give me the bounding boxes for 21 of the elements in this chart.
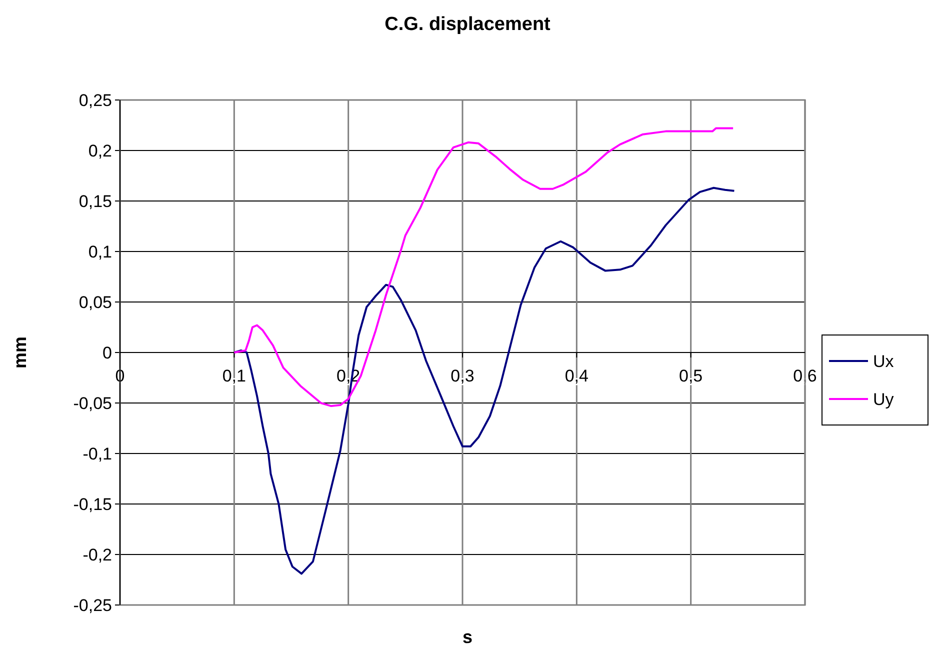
y-tick-label: -0,15	[73, 495, 112, 514]
y-tick-label: 0	[102, 344, 112, 362]
legend-label: Ux	[873, 352, 894, 371]
y-tick-label: -0,2	[82, 546, 112, 564]
y-tick-label: 0,15	[78, 192, 112, 211]
y-tick-label: 0,1	[88, 242, 112, 262]
y-tick-label: 0,05	[78, 293, 112, 312]
y-tick-label: -0,25	[73, 596, 112, 615]
y-tick-label: -0,05	[73, 394, 112, 413]
y-tick-label: -0,1	[82, 444, 112, 464]
y-axis-title: mm	[10, 336, 30, 369]
y-tick-label: 0,2	[88, 142, 112, 160]
x-axis-title: s	[462, 627, 473, 647]
legend-label: Uy	[873, 390, 894, 409]
x-tick-label: 0,4	[564, 366, 588, 386]
x-tick-label: 0,3	[450, 366, 474, 386]
chart-title: C.G. displacement	[384, 14, 552, 35]
y-tick-label: 0,25	[78, 91, 112, 110]
x-tick-label: 0,5	[679, 366, 703, 386]
x-tick-label: 0,6	[793, 366, 817, 386]
x-tick-label: 0,1	[222, 366, 246, 386]
